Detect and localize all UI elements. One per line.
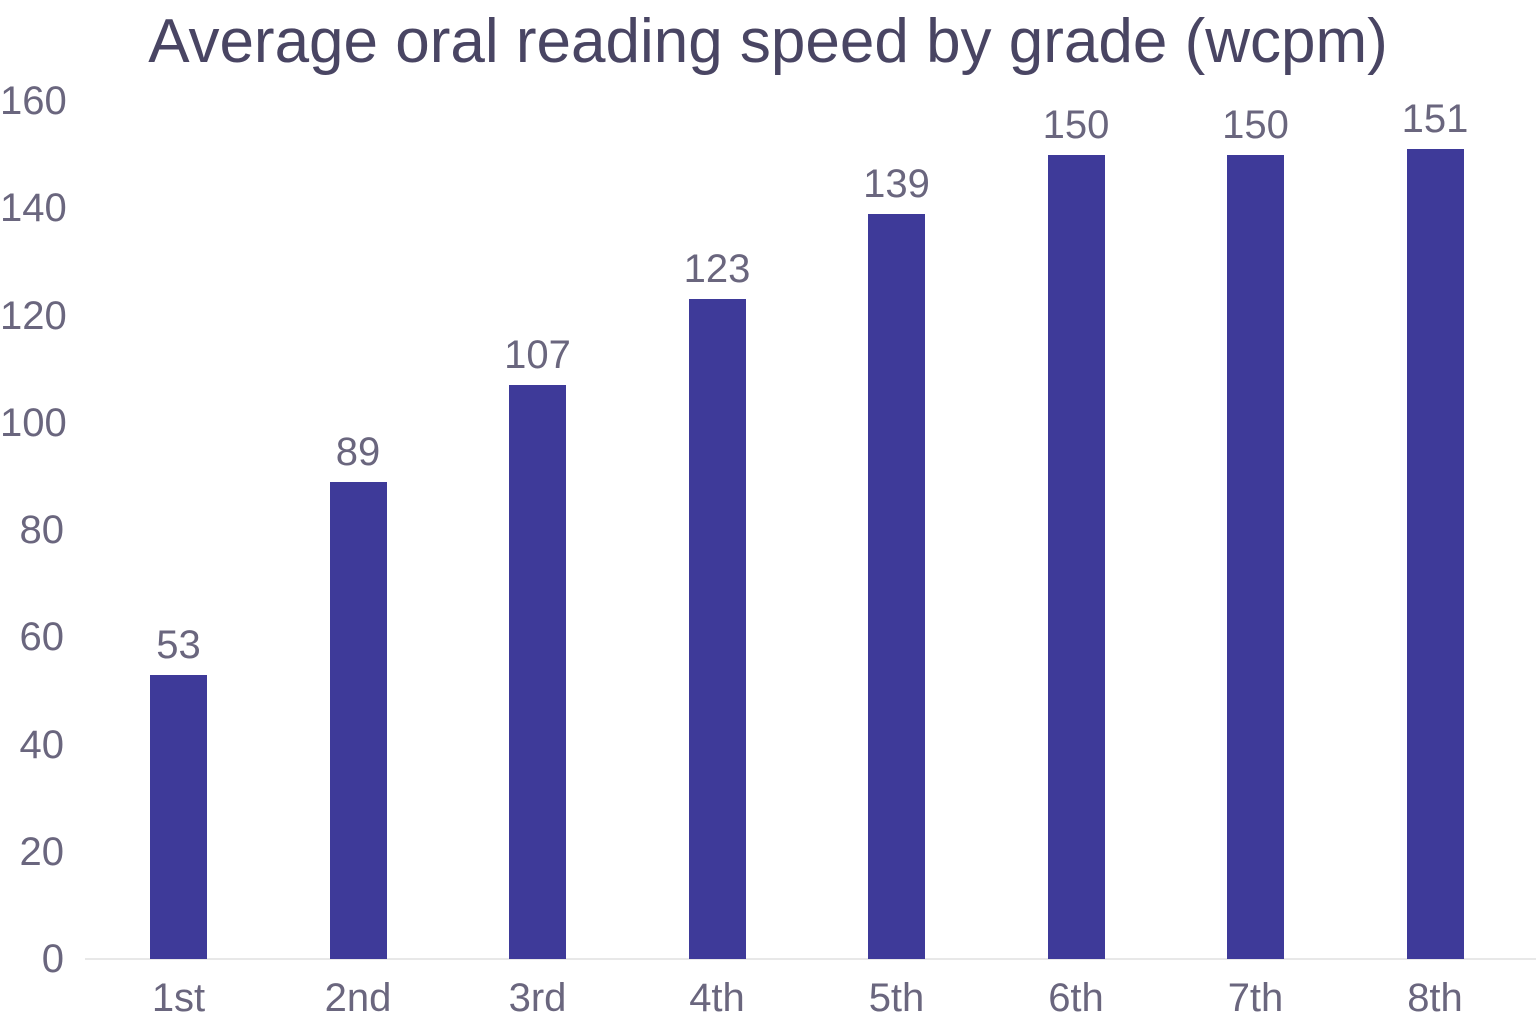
y-axis-tick-label: 80 bbox=[19, 508, 65, 552]
bar bbox=[1227, 154, 1284, 959]
bar bbox=[509, 385, 566, 959]
x-axis-tick-label: 6th bbox=[1048, 976, 1104, 1020]
bar bbox=[688, 299, 746, 959]
bar-value-label: 151 bbox=[1401, 97, 1469, 142]
y-axis-tick-label: 100 bbox=[0, 400, 67, 445]
bar bbox=[868, 213, 925, 959]
y-axis-tick-label: 140 bbox=[0, 186, 67, 231]
bar-value-label: 150 bbox=[1042, 102, 1110, 147]
x-axis-line bbox=[85, 958, 1536, 960]
x-axis-tick-label: 5th bbox=[868, 976, 925, 1020]
bar bbox=[1406, 149, 1464, 959]
y-axis-tick-label: 0 bbox=[41, 937, 64, 981]
bar bbox=[329, 481, 387, 959]
bar-value-label: 150 bbox=[1222, 102, 1289, 147]
bar-value-label: 53 bbox=[156, 622, 201, 667]
x-axis-tick-label: 8th bbox=[1407, 976, 1463, 1020]
y-axis-tick-label: 120 bbox=[0, 293, 67, 338]
y-axis-tick-label: 20 bbox=[19, 829, 65, 874]
x-axis-tick-label: 3rd bbox=[508, 976, 567, 1020]
y-axis-tick-label: 40 bbox=[19, 722, 65, 767]
chart-title: Average oral reading speed by grade (wcp… bbox=[148, 7, 1388, 76]
bar bbox=[1047, 154, 1105, 959]
y-axis-tick-label: 160 bbox=[0, 79, 67, 123]
x-axis-tick-label: 7th bbox=[1227, 976, 1284, 1020]
bar-value-label: 107 bbox=[504, 333, 571, 378]
bar-value-label: 139 bbox=[863, 161, 930, 206]
x-axis-tick-label: 2nd bbox=[324, 976, 392, 1020]
x-axis-tick-label: 4th bbox=[689, 976, 745, 1020]
bar bbox=[150, 674, 207, 959]
x-axis-tick-label: 1st bbox=[151, 976, 206, 1020]
bar-value-label: 123 bbox=[683, 247, 751, 292]
bar-value-label: 89 bbox=[335, 429, 381, 474]
y-axis-tick-label: 60 bbox=[19, 615, 65, 660]
